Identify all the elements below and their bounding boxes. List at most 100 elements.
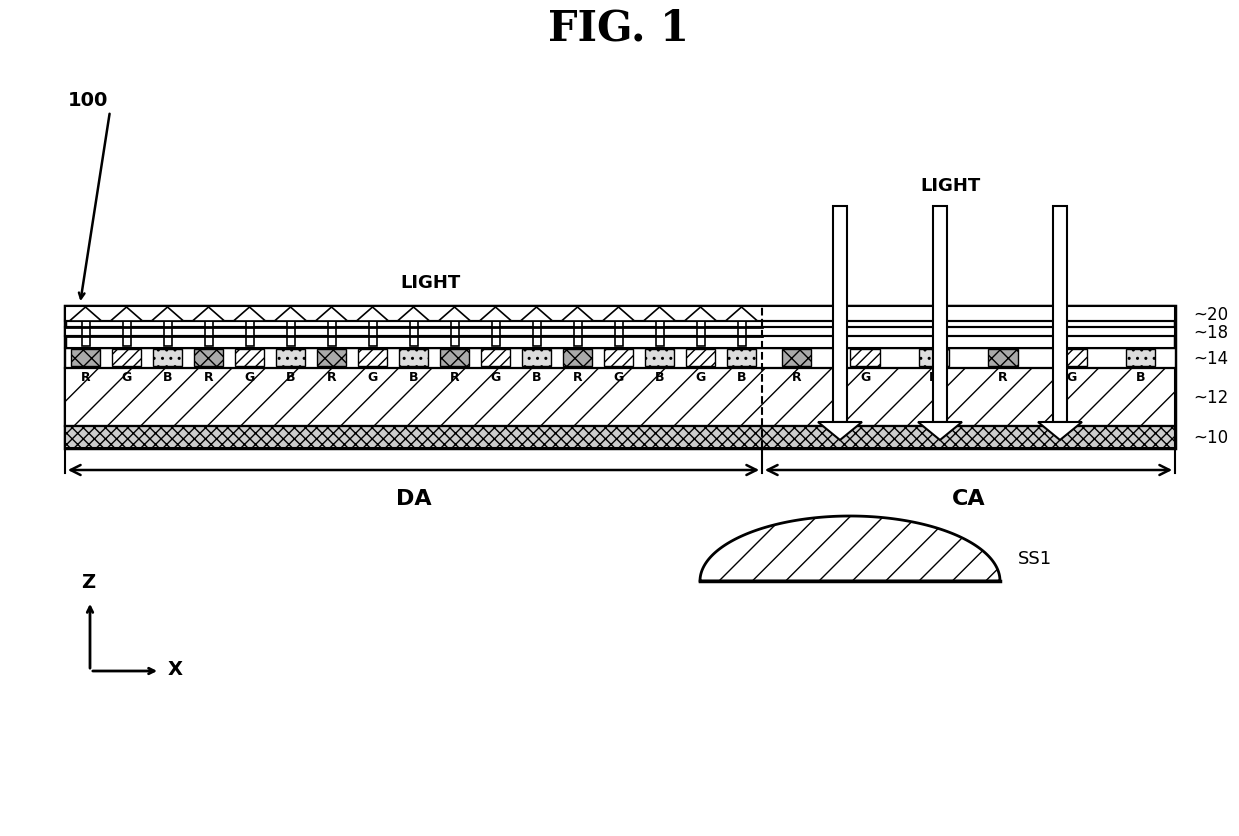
Bar <box>327 322 336 347</box>
Bar <box>685 349 715 366</box>
Polygon shape <box>275 308 306 322</box>
Bar <box>368 322 377 347</box>
Polygon shape <box>357 308 389 322</box>
Polygon shape <box>700 517 1000 581</box>
Polygon shape <box>192 308 224 322</box>
Bar <box>533 322 540 347</box>
Bar <box>204 322 213 347</box>
Text: ~20: ~20 <box>1193 305 1228 323</box>
Text: G: G <box>1067 370 1077 384</box>
Polygon shape <box>726 308 757 322</box>
Bar <box>64 307 1175 448</box>
Polygon shape <box>602 308 634 322</box>
Text: G: G <box>121 370 131 384</box>
Text: DA: DA <box>395 488 431 508</box>
Text: B: B <box>532 370 541 384</box>
Bar <box>64 349 1175 369</box>
Bar <box>234 349 264 366</box>
Bar <box>615 322 622 347</box>
Polygon shape <box>818 422 862 441</box>
Text: X: X <box>169 660 183 679</box>
Bar <box>71 349 100 366</box>
Bar <box>644 349 674 366</box>
Bar <box>492 322 499 347</box>
Text: G: G <box>368 370 378 384</box>
Text: R: R <box>572 370 582 384</box>
Polygon shape <box>316 308 347 322</box>
Bar <box>286 322 295 347</box>
Bar <box>112 349 141 366</box>
Bar <box>410 322 418 347</box>
Bar <box>727 349 756 366</box>
Bar <box>64 426 1175 448</box>
Text: LIGHT: LIGHT <box>919 176 980 195</box>
Text: G: G <box>491 370 501 384</box>
Bar <box>481 349 510 366</box>
Text: CA: CA <box>952 488 985 508</box>
Text: ~14: ~14 <box>1193 349 1228 368</box>
Bar <box>64 328 1175 337</box>
Polygon shape <box>918 422 961 441</box>
Polygon shape <box>233 308 265 322</box>
Bar <box>522 349 551 366</box>
Polygon shape <box>1038 422 1082 441</box>
Bar <box>563 349 592 366</box>
Text: R: R <box>81 370 90 384</box>
Bar <box>152 349 182 366</box>
Bar <box>919 349 949 366</box>
Text: G: G <box>613 370 623 384</box>
Text: R: R <box>999 370 1007 384</box>
Text: ~10: ~10 <box>1193 429 1228 446</box>
Text: FIG. 1: FIG. 1 <box>549 7 689 49</box>
Polygon shape <box>643 308 675 322</box>
Polygon shape <box>110 308 142 322</box>
Text: B: B <box>162 370 172 384</box>
Text: B: B <box>737 370 746 384</box>
Bar <box>989 349 1017 366</box>
Bar <box>1057 349 1087 366</box>
Polygon shape <box>69 308 102 322</box>
Polygon shape <box>561 308 593 322</box>
Text: B: B <box>654 370 664 384</box>
Bar <box>655 322 664 347</box>
Bar <box>82 322 89 347</box>
Bar <box>64 369 1175 426</box>
Bar <box>193 349 223 366</box>
Bar <box>574 322 581 347</box>
Bar <box>317 349 346 366</box>
Polygon shape <box>151 308 183 322</box>
Bar <box>245 322 254 347</box>
Bar <box>1126 349 1155 366</box>
Bar <box>933 206 947 422</box>
Bar <box>603 349 633 366</box>
Text: G: G <box>244 370 255 384</box>
Bar <box>164 322 171 347</box>
Text: SS1: SS1 <box>1018 549 1052 568</box>
Bar <box>737 322 746 347</box>
Polygon shape <box>398 308 430 322</box>
Bar <box>276 349 305 366</box>
Bar <box>850 349 880 366</box>
Bar <box>358 349 388 366</box>
Text: B: B <box>409 370 419 384</box>
Text: R: R <box>327 370 336 384</box>
Text: R: R <box>792 370 802 384</box>
Polygon shape <box>520 308 553 322</box>
Text: 100: 100 <box>68 90 108 110</box>
Bar <box>64 307 1175 322</box>
Text: R: R <box>203 370 213 384</box>
Bar <box>451 322 458 347</box>
Bar <box>123 322 130 347</box>
Text: B: B <box>929 370 939 384</box>
Text: G: G <box>860 370 870 384</box>
Text: B: B <box>286 370 295 384</box>
Polygon shape <box>684 308 716 322</box>
Bar <box>782 349 812 366</box>
Text: G: G <box>695 370 706 384</box>
Bar <box>833 206 847 422</box>
Polygon shape <box>479 308 512 322</box>
Text: ~12: ~12 <box>1193 389 1228 406</box>
Text: Z: Z <box>81 573 95 591</box>
Text: B: B <box>1136 370 1145 384</box>
Bar <box>440 349 470 366</box>
